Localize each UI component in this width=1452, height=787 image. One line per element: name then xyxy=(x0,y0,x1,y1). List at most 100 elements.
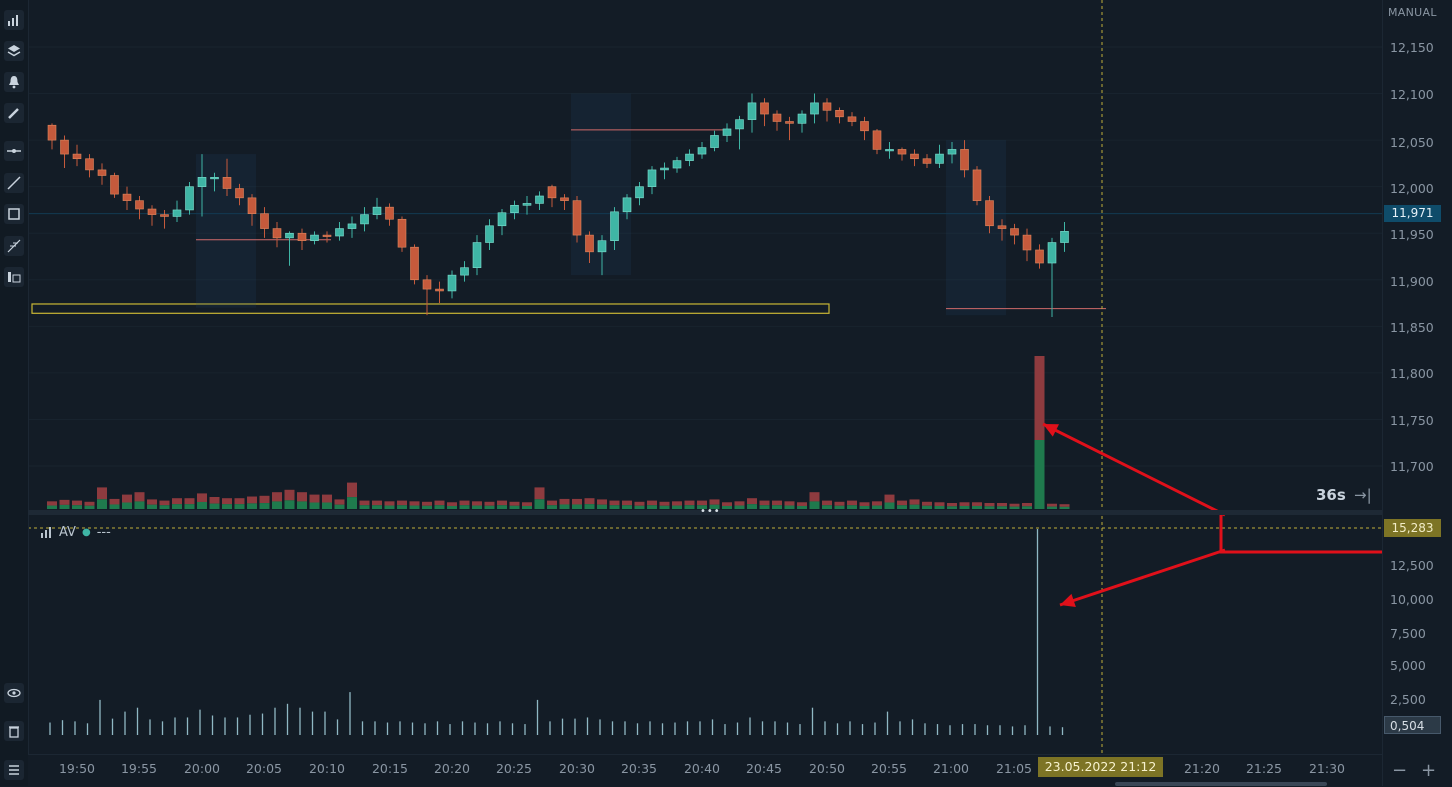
candle-body xyxy=(697,147,707,155)
volume-bar xyxy=(84,501,95,506)
time-tick-label: 21:25 xyxy=(1245,761,1283,776)
volume-bar xyxy=(434,505,445,509)
indicators-icon[interactable] xyxy=(4,10,24,30)
volume-bar xyxy=(847,505,857,509)
templates-icon[interactable] xyxy=(4,267,24,287)
volume-bar xyxy=(259,495,270,504)
volume-bar xyxy=(497,505,507,509)
volume-bar xyxy=(547,500,557,506)
volume-bar xyxy=(534,487,545,500)
time-tick-label: 20:20 xyxy=(433,761,471,776)
candle-body xyxy=(1022,234,1032,251)
volume-bar xyxy=(622,505,632,509)
candle-body xyxy=(47,124,57,141)
candle-body xyxy=(797,113,807,124)
volume-bar xyxy=(722,502,732,506)
price-axis[interactable] xyxy=(1382,0,1452,786)
volume-bar xyxy=(359,500,370,506)
trend-line-icon[interactable] xyxy=(4,173,24,193)
volume-bar xyxy=(859,505,870,509)
volume-bar xyxy=(222,504,232,509)
price-tick-label: 11,950 xyxy=(1390,227,1434,242)
volume-profile-block xyxy=(946,140,1006,316)
volume-bar xyxy=(384,505,395,509)
volume-bar xyxy=(309,502,320,509)
candle-body xyxy=(747,102,757,120)
candle-body xyxy=(722,128,732,136)
indicator-value: --- xyxy=(96,525,111,540)
volume-bar xyxy=(822,505,832,509)
volume-bar xyxy=(697,500,707,506)
price-zone-rectangle xyxy=(31,303,830,314)
volume-bar xyxy=(297,501,307,509)
layers-icon[interactable] xyxy=(4,41,24,61)
volume-bar xyxy=(659,501,670,506)
candle-body xyxy=(1047,242,1057,264)
volume-bar xyxy=(134,501,145,509)
volume-bar xyxy=(1059,504,1070,507)
alert-bell-icon[interactable] xyxy=(4,72,24,92)
fib-icon[interactable] xyxy=(4,236,24,256)
volume-bar xyxy=(1022,506,1032,509)
volume-bar xyxy=(572,504,582,509)
menu-icon[interactable] xyxy=(4,760,24,780)
eye-icon[interactable] xyxy=(4,683,24,703)
volume-bar xyxy=(334,499,345,505)
trash-icon[interactable] xyxy=(4,721,24,741)
crosshair-date-label: 23.05.2022 21:12 xyxy=(1038,757,1163,777)
zoom-in-button[interactable]: + xyxy=(1421,760,1437,781)
volume-bar xyxy=(172,504,182,509)
horizontal-line-icon[interactable] xyxy=(4,141,24,161)
candle-body xyxy=(1035,249,1044,264)
volume-bar xyxy=(972,502,982,506)
volume-bar xyxy=(234,504,245,509)
time-tick-label: 20:00 xyxy=(183,761,221,776)
zoom-out-button[interactable]: − xyxy=(1392,760,1408,781)
annotation-arrow-up-head xyxy=(1043,424,1059,437)
pane-resize-handle[interactable]: ••• xyxy=(700,506,721,517)
candle-body xyxy=(772,113,782,122)
volume-bar xyxy=(984,506,995,509)
volume-bar xyxy=(872,501,882,506)
candle-body xyxy=(85,158,94,171)
volume-bar xyxy=(634,501,645,506)
time-scrollbar[interactable] xyxy=(1115,782,1327,786)
price-tick-label: 11,700 xyxy=(1390,459,1434,474)
candle-body xyxy=(372,206,382,215)
volume-bar xyxy=(372,500,382,506)
time-tick-label: 20:15 xyxy=(371,761,409,776)
candle-body xyxy=(897,149,907,155)
arrow-to-right-icon[interactable]: →| xyxy=(1354,486,1372,504)
current-price-label: 11,971 xyxy=(1384,205,1441,222)
time-tick-label: 20:50 xyxy=(808,761,846,776)
candle-body xyxy=(422,279,432,290)
volume-bar xyxy=(797,502,807,506)
volume-bar xyxy=(647,500,657,506)
candle-body xyxy=(122,193,132,201)
rectangle-icon[interactable] xyxy=(4,204,24,224)
candle-body xyxy=(60,139,69,155)
av-last-value-label: 0,504 xyxy=(1384,716,1441,734)
pane-separator[interactable] xyxy=(28,510,1382,515)
volume-bar xyxy=(809,501,820,509)
volume-bar xyxy=(147,504,157,509)
volume-bar xyxy=(434,500,445,506)
pencil-icon[interactable] xyxy=(4,103,24,123)
volume-bar xyxy=(559,504,570,509)
candle-body xyxy=(560,197,569,201)
scale-mode-label[interactable]: MANUAL xyxy=(1388,6,1437,19)
candle-body xyxy=(247,197,257,214)
av-tick-label: 5,000 xyxy=(1390,658,1426,673)
indicator-header[interactable]: AV ● --- xyxy=(40,525,111,540)
volume-bar xyxy=(909,499,920,505)
volume-bar xyxy=(359,505,370,509)
bar-countdown-timer: 36s xyxy=(1316,486,1346,504)
candle-body xyxy=(185,186,194,211)
volume-bar xyxy=(184,498,195,505)
volume-bar xyxy=(484,501,495,506)
volume-bar xyxy=(509,501,520,506)
volume-bar xyxy=(422,505,432,509)
volume-bar xyxy=(784,505,795,509)
